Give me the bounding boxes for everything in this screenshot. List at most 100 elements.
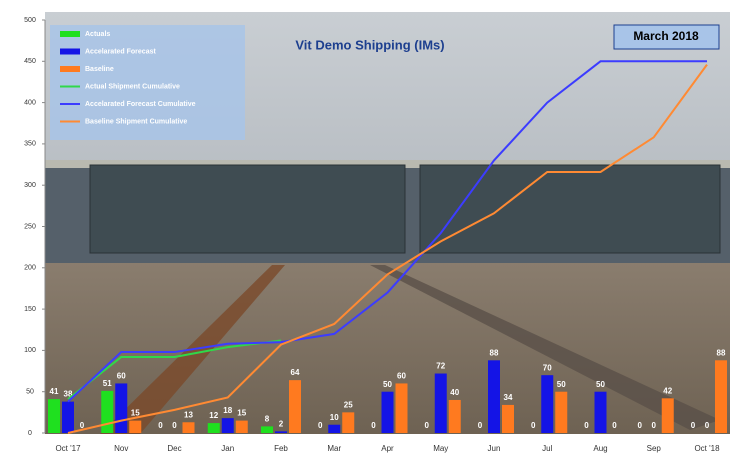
value-label: 88	[490, 348, 499, 357]
value-label: 60	[397, 372, 406, 381]
annotation: March 2018	[633, 29, 699, 43]
value-label: 0	[691, 421, 696, 430]
legend-label: Accelarated Forecast	[85, 48, 156, 55]
legend-swatch	[60, 66, 80, 72]
value-label: 8	[265, 415, 270, 424]
annotation-box	[613, 24, 720, 50]
y-tick-label: 450	[24, 58, 36, 65]
photo-railcar	[89, 164, 406, 254]
bar	[48, 399, 60, 433]
bar	[488, 360, 500, 433]
photo-roof	[45, 160, 730, 168]
bar	[115, 383, 128, 433]
x-tick-label: Jan	[221, 444, 234, 453]
x-tick-label: Apr	[381, 444, 394, 453]
bar	[555, 391, 568, 433]
y-tick-label: 150	[24, 306, 36, 313]
value-label: 0	[705, 421, 710, 430]
value-label: 50	[596, 380, 605, 389]
value-label: 70	[543, 363, 552, 372]
legend-label: Baseline Shipment Cumulative	[85, 118, 187, 125]
y-tick-label: 250	[24, 223, 36, 230]
bar	[594, 391, 607, 433]
x-tick-label: Dec	[167, 444, 181, 453]
bar	[261, 426, 273, 433]
value-label: 88	[717, 348, 726, 357]
bar	[502, 404, 514, 433]
value-label: 60	[117, 372, 126, 381]
legend-label: Actual Shipment Cumulative	[85, 83, 180, 90]
value-label: 41	[50, 387, 59, 396]
bar	[207, 423, 220, 433]
value-label: 0	[612, 421, 617, 430]
value-label: 15	[131, 409, 140, 418]
value-label: 0	[531, 421, 536, 430]
x-tick-label: Oct '18	[694, 444, 720, 453]
value-label: 0	[584, 421, 589, 430]
value-label: 40	[450, 388, 459, 397]
bar	[381, 391, 394, 433]
value-label: 34	[504, 393, 513, 402]
bar	[661, 398, 674, 433]
value-label: 12	[209, 411, 218, 420]
y-tick-label: 300	[24, 182, 36, 189]
legend-box	[50, 25, 245, 140]
bar	[62, 401, 74, 433]
value-label: 0	[172, 421, 177, 430]
legend-label: Baseline	[85, 66, 114, 73]
x-tick-label: Feb	[274, 444, 288, 453]
value-label: 2	[279, 419, 284, 428]
x-tick-label: Aug	[593, 444, 607, 453]
y-tick-label: 500	[24, 17, 36, 24]
bar	[275, 431, 287, 433]
x-tick-label: Jul	[542, 444, 552, 453]
bar	[328, 424, 341, 433]
value-label: 38	[64, 390, 73, 399]
legend-label: Accelarated Forecast Cumulative	[85, 101, 196, 108]
value-label: 0	[80, 421, 85, 430]
cumulative-line	[67, 339, 282, 400]
value-label: 50	[557, 380, 566, 389]
value-label: 18	[223, 406, 232, 415]
bar	[395, 383, 408, 433]
bar	[182, 422, 195, 433]
value-label: 42	[663, 386, 672, 395]
bar	[289, 380, 301, 433]
chart-title: Vit Demo Shipping (IMs)	[295, 37, 444, 52]
value-label: 10	[330, 413, 339, 422]
value-label: 0	[318, 421, 323, 430]
y-tick-label: 200	[24, 265, 36, 272]
bar	[221, 418, 234, 433]
x-tick-label: Sep	[647, 444, 662, 453]
x-tick-label: Nov	[114, 444, 128, 453]
legend-label: Actuals	[85, 31, 110, 38]
value-label: 0	[638, 421, 643, 430]
bar	[342, 412, 355, 433]
value-label: 72	[436, 362, 445, 371]
value-label: 64	[291, 368, 300, 377]
x-tick-label: May	[433, 444, 448, 453]
legend-swatch	[60, 48, 80, 55]
value-label: 15	[237, 409, 246, 418]
value-label: 0	[158, 421, 163, 430]
y-tick-label: 350	[24, 141, 36, 148]
bar	[101, 390, 114, 433]
photo-railcar	[419, 164, 721, 254]
legend-swatch	[60, 31, 80, 37]
bar	[434, 373, 447, 433]
cumulative-line	[67, 64, 708, 434]
y-tick-label: 100	[24, 347, 36, 354]
value-label: 50	[383, 380, 392, 389]
bar	[541, 375, 554, 433]
x-tick-label: Mar	[327, 444, 341, 453]
photo-rail	[370, 265, 720, 430]
value-label: 0	[371, 421, 376, 430]
value-label: 51	[103, 379, 112, 388]
value-label: 0	[478, 421, 483, 430]
bar	[129, 420, 142, 433]
y-tick-label: 0	[28, 430, 32, 437]
x-tick-label: Jun	[488, 444, 501, 453]
y-tick-label: 50	[26, 389, 34, 396]
